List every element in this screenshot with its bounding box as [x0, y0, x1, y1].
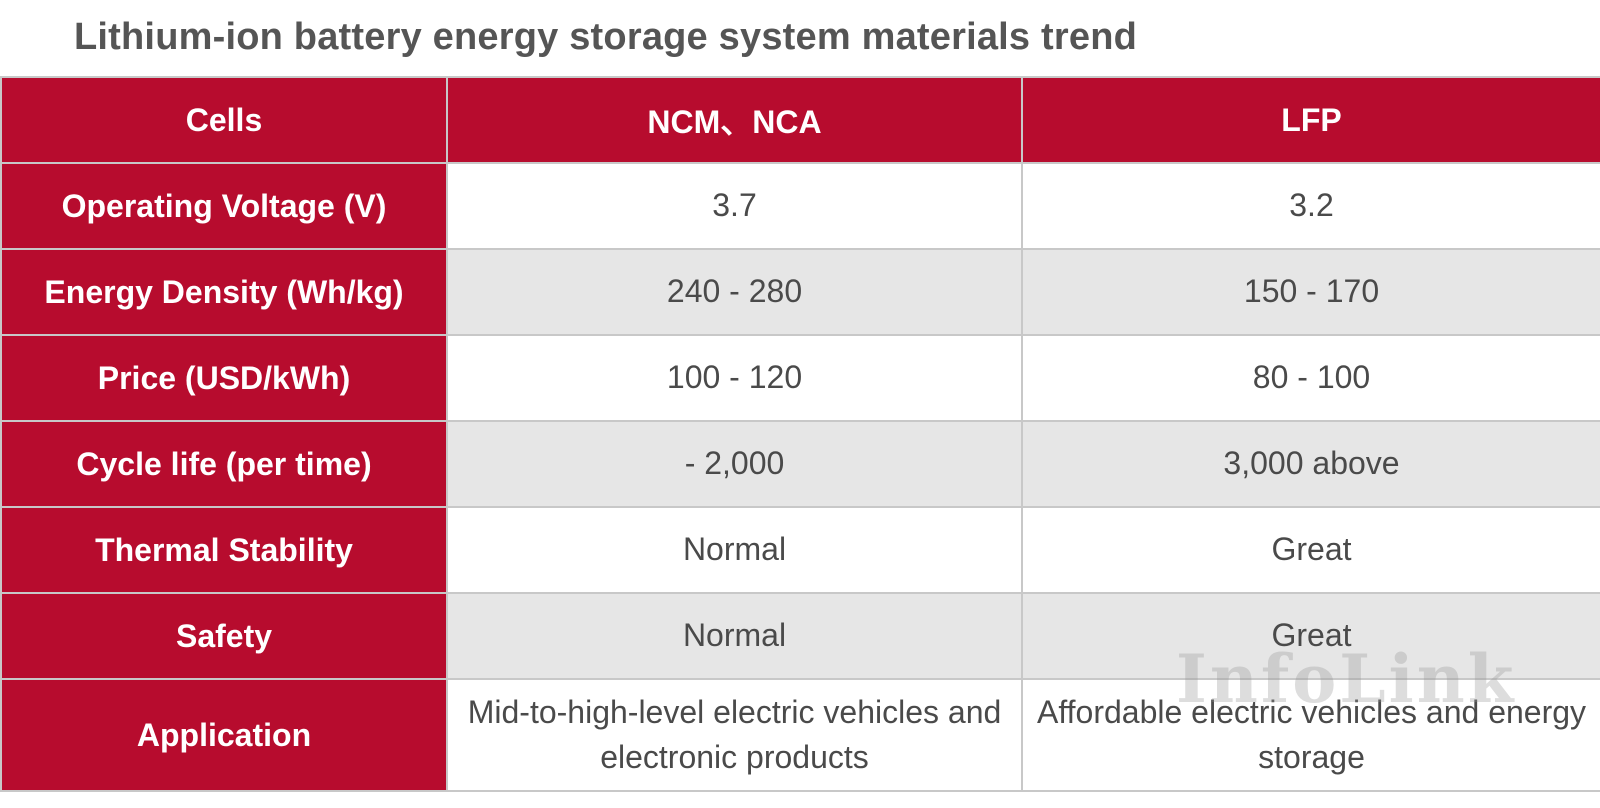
- lfp-value: 150 - 170: [1021, 248, 1600, 336]
- row-label: Cycle life (per time): [0, 420, 448, 508]
- row-label: Price (USD/kWh): [0, 334, 448, 422]
- row-label: Thermal Stability: [0, 506, 448, 594]
- ncm-nca-value: 100 - 120: [446, 334, 1023, 422]
- table-header-row: Cells NCM、NCA LFP: [0, 76, 1600, 164]
- column-header-ncm-nca: NCM、NCA: [446, 76, 1023, 164]
- row-label: Operating Voltage (V): [0, 162, 448, 250]
- ncm-nca-value: - 2,000: [446, 420, 1023, 508]
- table-row-application: Application Mid-to-high-level electric v…: [0, 678, 1600, 792]
- row-label: Energy Density (Wh/kg): [0, 248, 448, 336]
- ncm-nca-value: Normal: [446, 506, 1023, 594]
- lfp-value: 80 - 100: [1021, 334, 1600, 422]
- table-row-cycle-life: Cycle life (per time) - 2,000 3,000 abov…: [0, 420, 1600, 508]
- table-row-energy-density: Energy Density (Wh/kg) 240 - 280 150 - 1…: [0, 248, 1600, 336]
- materials-comparison-table: Cells NCM、NCA LFP Operating Voltage (V) …: [0, 76, 1600, 792]
- ncm-nca-value: Mid-to-high-level electric vehicles and …: [446, 678, 1023, 792]
- column-header-lfp: LFP: [1021, 76, 1600, 164]
- ncm-nca-value: 240 - 280: [446, 248, 1023, 336]
- lfp-value: Affordable electric vehicles and energy …: [1021, 678, 1600, 792]
- ncm-nca-value: Normal: [446, 592, 1023, 680]
- table-row-safety: Safety Normal Great: [0, 592, 1600, 680]
- lfp-value: Great: [1021, 592, 1600, 680]
- row-label: Safety: [0, 592, 448, 680]
- lfp-value: 3,000 above: [1021, 420, 1600, 508]
- table-row-price: Price (USD/kWh) 100 - 120 80 - 100: [0, 334, 1600, 422]
- page-title: Lithium-ion battery energy storage syste…: [74, 16, 1138, 58]
- table-row-thermal-stability: Thermal Stability Normal Great: [0, 506, 1600, 594]
- ncm-nca-value: 3.7: [446, 162, 1023, 250]
- table-row-operating-voltage: Operating Voltage (V) 3.7 3.2: [0, 162, 1600, 250]
- row-label: Application: [0, 678, 448, 792]
- column-header-cells: Cells: [0, 76, 448, 164]
- lfp-value: Great: [1021, 506, 1600, 594]
- lfp-value: 3.2: [1021, 162, 1600, 250]
